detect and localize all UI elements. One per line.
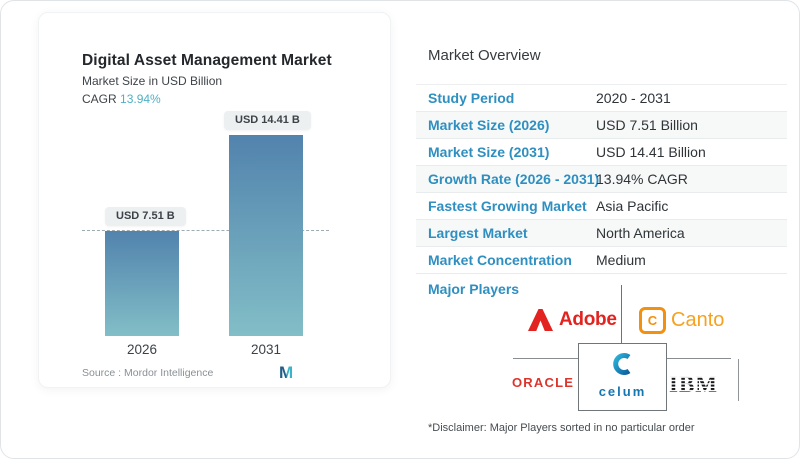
ibm-logo: IBM: [669, 371, 725, 403]
row-label: Market Concentration: [428, 252, 572, 268]
row-value: Medium: [596, 252, 646, 268]
svg-text:IBM: IBM: [669, 372, 718, 397]
celum-c-icon: [612, 353, 630, 375]
row-label: Study Period: [428, 90, 515, 106]
logo-grid-vertical-divider: [621, 285, 622, 343]
row-label: Largest Market: [428, 225, 528, 241]
source-attribution: Source : Mordor Intelligence: [82, 367, 213, 379]
cagr-value: 13.94%: [120, 92, 161, 106]
table-row: Market Concentration Medium: [416, 247, 787, 274]
x-axis-label-2031: 2031: [250, 342, 282, 357]
chart-title: Digital Asset Management Market: [82, 52, 332, 69]
source-value: Mordor Intelligence: [124, 367, 214, 379]
table-row: Fastest Growing Market Asia Pacific: [416, 193, 787, 220]
cagr-line: CAGR 13.94%: [82, 92, 161, 106]
row-label: Fastest Growing Market: [428, 198, 587, 214]
oracle-logo: ORACLE: [512, 375, 575, 390]
bar-value-label-2026: USD 7.51 B: [105, 207, 186, 226]
row-value: USD 7.51 Billion: [596, 117, 698, 133]
row-value: 13.94% CAGR: [596, 171, 688, 187]
x-axis-label-2026: 2026: [126, 342, 158, 357]
ibm-striped-icon: IBM: [669, 372, 718, 397]
canto-logo: C Canto: [639, 306, 725, 334]
row-value: USD 14.41 Billion: [596, 144, 706, 160]
row-label: Market Size (2031): [428, 144, 550, 160]
table-row: Study Period 2020 - 2031: [416, 85, 787, 112]
market-chart-card: Digital Asset Management Market Market S…: [38, 12, 391, 388]
reference-line: [82, 230, 329, 231]
overview-table: Study Period 2020 - 2031 Market Size (20…: [416, 84, 787, 274]
table-row: Market Size (2026) USD 7.51 Billion: [416, 112, 787, 139]
chart-subtitle: Market Size in USD Billion: [82, 74, 223, 88]
table-row: Largest Market North America: [416, 220, 787, 247]
celum-wordmark: celum: [598, 384, 647, 399]
canto-wordmark: Canto: [671, 308, 725, 331]
row-value: North America: [596, 225, 685, 241]
major-players-label: Major Players: [428, 281, 520, 297]
logo-grid-horizontal-divider-left: [513, 358, 578, 359]
canto-c-icon: C: [639, 306, 666, 334]
row-value: 2020 - 2031: [596, 90, 671, 106]
celum-logo-card: celum: [578, 343, 667, 411]
cagr-label: CAGR: [82, 92, 117, 106]
adobe-wordmark: Adobe: [559, 309, 617, 330]
adobe-a-icon: [528, 309, 553, 331]
adobe-logo: Adobe: [528, 307, 617, 333]
source-label: Source :: [82, 367, 122, 379]
logo-grid-horizontal-divider-right: [665, 358, 731, 359]
bar-value-label-2031: USD 14.41 B: [224, 111, 311, 130]
bar-2026: [105, 231, 179, 336]
mordor-intelligence-logo-icon: M: [279, 363, 293, 381]
disclaimer-text: *Disclaimer: Major Players sorted in no …: [428, 422, 695, 434]
row-label: Market Size (2026): [428, 117, 550, 133]
overview-heading: Market Overview: [428, 47, 541, 64]
svg-text:M: M: [279, 363, 293, 381]
row-value: Asia Pacific: [596, 198, 669, 214]
table-row: Growth Rate (2026 - 2031) 13.94% CAGR: [416, 166, 787, 193]
row-label: Growth Rate (2026 - 2031): [428, 171, 600, 187]
logo-grid-vertical-divider-right: [738, 359, 739, 401]
bar-2031: [229, 135, 303, 336]
table-row: Market Size (2031) USD 14.41 Billion: [416, 139, 787, 166]
